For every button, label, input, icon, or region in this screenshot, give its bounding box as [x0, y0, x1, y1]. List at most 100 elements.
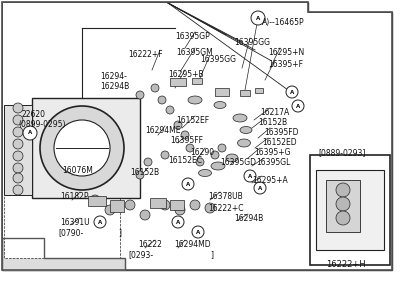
Text: 16294ME: 16294ME — [145, 126, 180, 135]
Text: 16152ED: 16152ED — [262, 138, 297, 147]
Text: 16182P: 16182P — [60, 192, 88, 201]
Text: 16395GG: 16395GG — [234, 38, 270, 47]
Bar — [310, 155, 390, 265]
Text: 16294B: 16294B — [234, 214, 263, 223]
Circle shape — [336, 211, 350, 225]
Circle shape — [161, 151, 169, 159]
Text: A)--16465P: A)--16465P — [262, 18, 305, 27]
Ellipse shape — [198, 169, 212, 176]
Circle shape — [125, 200, 135, 210]
Circle shape — [196, 158, 204, 166]
Circle shape — [181, 131, 189, 139]
Circle shape — [158, 96, 166, 104]
Bar — [4, 170, 120, 258]
Circle shape — [144, 158, 152, 166]
Circle shape — [192, 226, 204, 238]
Text: A: A — [28, 130, 32, 136]
Text: 16395FD: 16395FD — [264, 128, 298, 137]
Text: 16391U: 16391U — [60, 218, 90, 227]
Polygon shape — [3, 3, 391, 269]
Ellipse shape — [188, 96, 202, 104]
Text: [0293-: [0293- — [128, 250, 153, 259]
Polygon shape — [2, 2, 392, 270]
Circle shape — [13, 103, 23, 113]
Text: A: A — [256, 16, 260, 20]
Text: A: A — [290, 89, 294, 94]
Bar — [4, 105, 32, 195]
Circle shape — [182, 178, 194, 190]
Circle shape — [13, 139, 23, 149]
Bar — [150, 198, 166, 208]
Circle shape — [13, 115, 23, 125]
Circle shape — [151, 84, 159, 92]
Ellipse shape — [226, 154, 238, 162]
Circle shape — [254, 182, 266, 194]
Text: ]: ] — [118, 228, 121, 237]
Circle shape — [244, 170, 256, 182]
Circle shape — [292, 100, 304, 112]
Text: ]: ] — [210, 250, 213, 259]
Text: 16395GD: 16395GD — [220, 158, 256, 167]
Circle shape — [13, 163, 23, 173]
Text: 16395GM: 16395GM — [176, 48, 213, 57]
Circle shape — [40, 106, 124, 190]
Circle shape — [136, 171, 144, 179]
Text: 16295+N: 16295+N — [268, 48, 304, 57]
Text: 16222+C: 16222+C — [208, 204, 244, 213]
Text: 16378UB: 16378UB — [208, 192, 243, 201]
Ellipse shape — [233, 114, 247, 122]
Text: 16152EC: 16152EC — [168, 156, 202, 165]
Text: 16294B: 16294B — [100, 82, 129, 91]
Text: (0899-0295): (0899-0295) — [18, 120, 66, 129]
Bar — [192, 78, 202, 84]
Text: A: A — [258, 185, 262, 190]
Text: 16395GP: 16395GP — [175, 32, 210, 41]
Bar — [255, 88, 263, 93]
Circle shape — [251, 11, 265, 25]
Text: 16295+B: 16295+B — [168, 70, 204, 79]
Circle shape — [140, 210, 150, 220]
Circle shape — [90, 195, 100, 205]
Bar — [316, 170, 384, 250]
Text: [0889-0293]: [0889-0293] — [318, 148, 365, 157]
Circle shape — [336, 183, 350, 197]
Bar — [170, 200, 184, 210]
Circle shape — [54, 120, 110, 176]
Bar — [215, 88, 229, 96]
Bar — [88, 196, 106, 206]
Bar — [240, 90, 250, 96]
Text: 22620: 22620 — [22, 110, 46, 119]
Text: A: A — [176, 220, 180, 224]
Circle shape — [286, 86, 298, 98]
Circle shape — [218, 144, 226, 152]
Text: 16217A: 16217A — [260, 108, 289, 117]
Bar — [326, 180, 360, 232]
Text: 16152B: 16152B — [258, 118, 287, 127]
Bar — [32, 98, 140, 198]
Text: 16290: 16290 — [190, 148, 214, 157]
Ellipse shape — [240, 127, 252, 134]
Text: 16152EF: 16152EF — [176, 116, 209, 125]
Circle shape — [172, 216, 184, 228]
Circle shape — [174, 121, 182, 129]
Text: 16152B: 16152B — [130, 168, 159, 177]
Polygon shape — [2, 238, 125, 270]
Circle shape — [13, 127, 23, 137]
Ellipse shape — [214, 101, 226, 109]
Text: 16294-: 16294- — [100, 72, 127, 81]
Text: A: A — [186, 182, 190, 187]
Circle shape — [175, 205, 185, 215]
Circle shape — [160, 200, 170, 210]
Ellipse shape — [211, 162, 225, 170]
Text: 16222+F: 16222+F — [128, 50, 163, 59]
Circle shape — [136, 91, 144, 99]
Circle shape — [13, 185, 23, 195]
Text: 16222: 16222 — [138, 240, 162, 249]
Circle shape — [186, 144, 194, 152]
Text: [0790-: [0790- — [58, 228, 83, 237]
Text: 16395FF: 16395FF — [170, 136, 203, 145]
Circle shape — [13, 151, 23, 161]
Circle shape — [13, 173, 23, 183]
Text: 16395+G: 16395+G — [254, 148, 290, 157]
Text: 16076M: 16076M — [62, 166, 93, 175]
